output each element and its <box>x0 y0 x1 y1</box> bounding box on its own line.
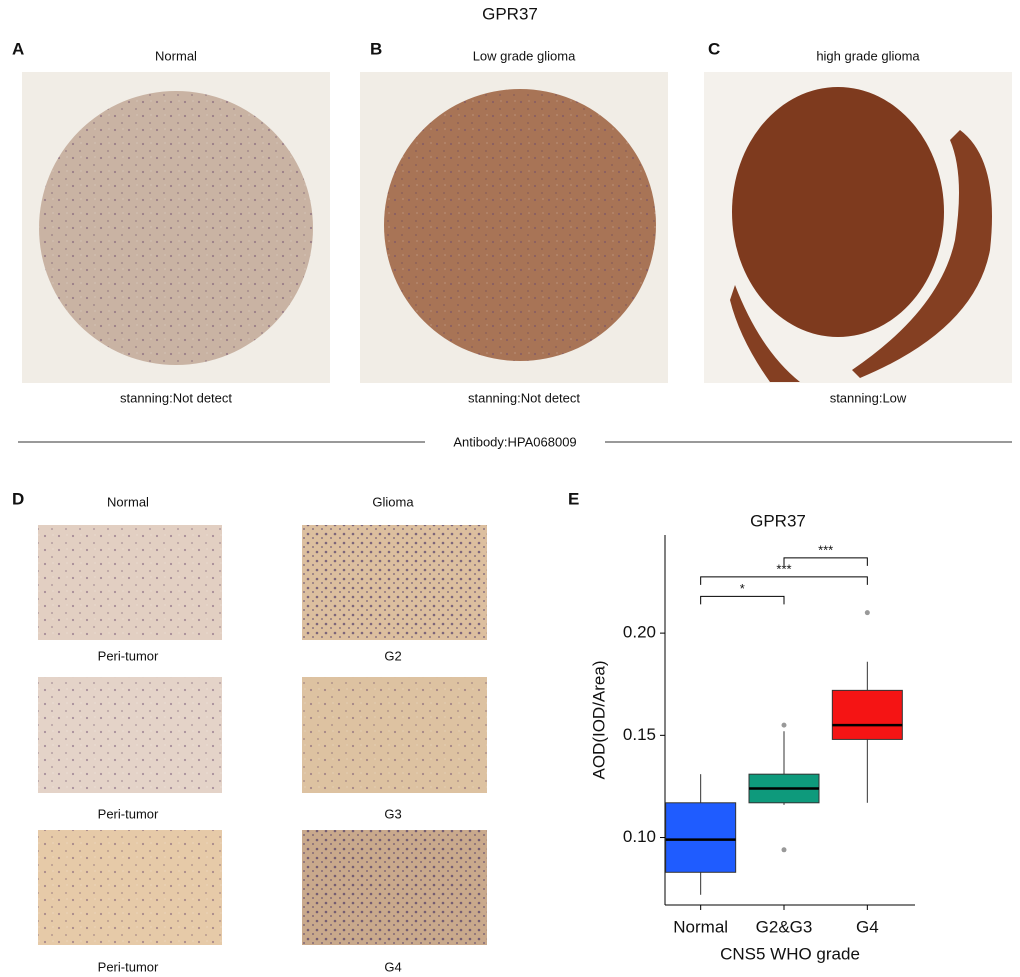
panel-letter: D <box>12 489 24 508</box>
micrographs <box>38 525 487 945</box>
micrograph-texture <box>302 677 487 793</box>
y-tick-label: 0.20 <box>623 623 656 642</box>
tissue-texture <box>384 89 656 361</box>
tissue-fragment <box>730 285 800 382</box>
panel-caption: stanning:Not detect <box>468 390 580 405</box>
x-tick-label: G2&G3 <box>756 917 813 936</box>
outlier <box>781 847 787 853</box>
chart-title: GPR37 <box>750 511 806 530</box>
tissue-fragment <box>852 130 992 378</box>
column-label: Glioma <box>372 494 414 509</box>
panel-label: Normal <box>155 48 197 63</box>
antibody-label: Antibody:HPA068009 <box>453 434 576 449</box>
row-label: G4 <box>384 959 401 972</box>
tissue-core <box>732 87 944 337</box>
micrograph-texture <box>302 525 487 640</box>
figure-title: GPR37 <box>482 4 538 23</box>
row-label: G3 <box>384 806 401 821</box>
panel-letter: E <box>568 489 579 508</box>
y-tick-label: 0.15 <box>623 725 656 744</box>
micrograph-texture <box>38 830 222 945</box>
x-tick-label: G4 <box>856 917 879 936</box>
column-label: Normal <box>107 494 149 509</box>
significance-label: *** <box>776 561 791 576</box>
outlier <box>781 722 787 728</box>
panel-letter: A <box>12 39 24 58</box>
y-tick-label: 0.10 <box>623 827 656 846</box>
significance-bracket <box>700 576 868 585</box>
y-axis-label: AOD(IOD/Area) <box>589 660 608 779</box>
panel-letter: C <box>708 39 720 58</box>
micrograph-texture <box>38 677 222 793</box>
panel-letter: B <box>370 39 382 58</box>
micrograph-texture <box>38 525 222 640</box>
x-axis-label: CNS5 WHO grade <box>720 944 860 963</box>
row-label: G2 <box>384 648 401 663</box>
box <box>831 689 903 740</box>
panel-caption: stanning:Not detect <box>120 390 232 405</box>
row-label: Peri-tumor <box>98 806 159 821</box>
panel-label: high grade glioma <box>816 48 920 63</box>
significance-bracket <box>700 595 785 605</box>
box <box>665 802 737 873</box>
panel-label: Low grade glioma <box>473 48 576 63</box>
panel-caption: stanning:Low <box>830 390 907 405</box>
outlier <box>864 610 870 616</box>
significance-bracket <box>783 557 868 566</box>
tissue-texture <box>39 91 313 365</box>
significance-label: *** <box>818 542 833 557</box>
significance-label: * <box>740 581 745 596</box>
row-label: Peri-tumor <box>98 648 159 663</box>
x-tick-label: Normal <box>673 917 728 936</box>
row-label: Peri-tumor <box>98 959 159 972</box>
micrograph-texture <box>302 830 487 945</box>
